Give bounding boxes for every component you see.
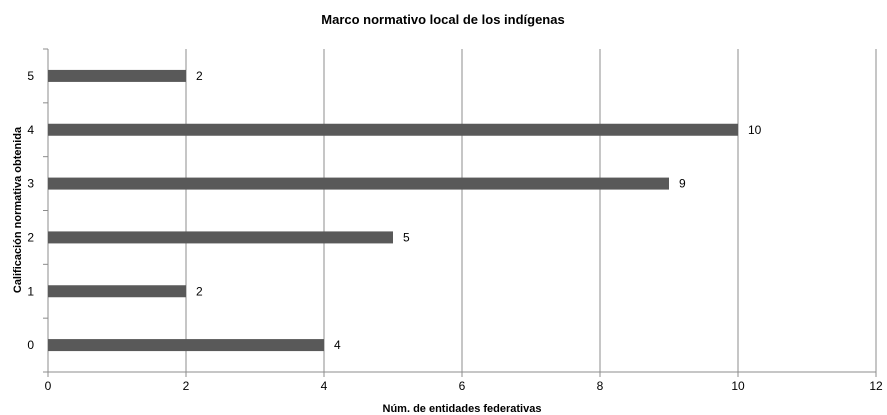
bars — [48, 69, 738, 352]
bar — [48, 339, 324, 352]
data-label: 10 — [748, 123, 762, 137]
data-label: 2 — [196, 69, 203, 83]
x-tick-label: 0 — [45, 379, 52, 393]
x-tick-label: 2 — [183, 379, 190, 393]
chart-title: Marco normativo local de los indígenas — [321, 12, 564, 27]
y-axis-title: Calificación normativa obtenida — [12, 126, 24, 293]
gridlines — [185, 49, 877, 372]
y-tick-label: 5 — [27, 69, 34, 83]
data-labels: 4 2 5 9 10 2 — [196, 69, 762, 352]
bar — [48, 177, 669, 190]
data-label: 9 — [679, 177, 686, 191]
x-tick-label: 10 — [731, 379, 745, 393]
x-tick-label: 6 — [459, 379, 466, 393]
y-tick-label: 2 — [27, 230, 34, 244]
bar — [48, 69, 186, 82]
x-tick-label: 4 — [321, 379, 328, 393]
y-tick-label: 1 — [27, 284, 34, 298]
bar — [48, 231, 393, 244]
y-tick-label: 4 — [27, 123, 34, 137]
x-tick-label: 12 — [869, 379, 883, 393]
bar — [48, 123, 738, 136]
y-tick-label: 0 — [27, 338, 34, 352]
data-label: 2 — [196, 284, 203, 298]
x-tick-label: 8 — [597, 379, 604, 393]
y-tick-label: 3 — [27, 177, 34, 191]
x-axis-title: Núm. de entidades federativas — [383, 403, 542, 415]
data-label: 5 — [403, 230, 410, 244]
data-label: 4 — [334, 338, 341, 352]
bar — [48, 285, 186, 298]
